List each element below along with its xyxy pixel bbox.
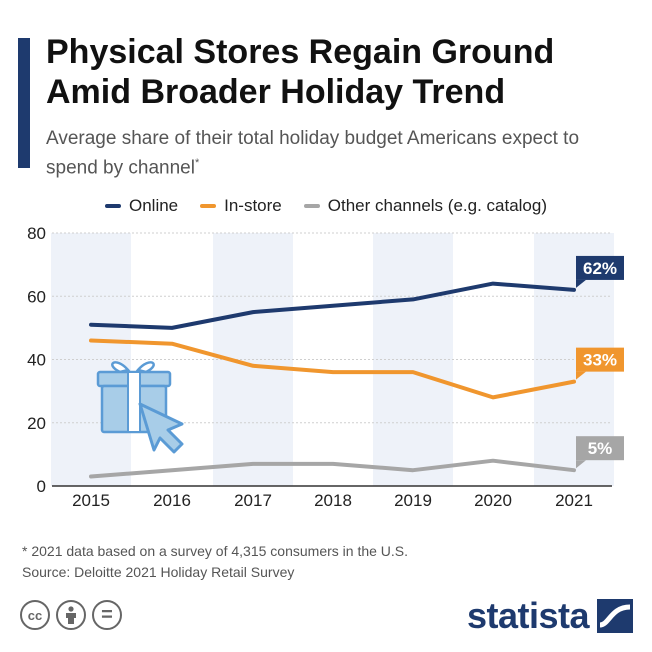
end-label-pointer <box>576 371 586 380</box>
y-tick-label: 20 <box>27 414 46 433</box>
y-tick-label: 0 <box>37 477 46 496</box>
gridlines <box>52 232 612 487</box>
series-lines <box>89 281 576 479</box>
equals-icon[interactable]: = <box>92 600 122 630</box>
legend-swatch-online <box>104 204 121 208</box>
legend-label-other: Other channels (e.g. catalog) <box>327 196 547 215</box>
end-label-text: 62% <box>583 259 617 278</box>
x-tick-label: 2015 <box>72 491 110 510</box>
series-line-online <box>89 281 576 330</box>
title-accent-bar <box>18 38 30 168</box>
series-line-other <box>89 458 576 479</box>
legend-label-in-store: In-store <box>224 196 282 215</box>
title-line-1: Physical Stores Regain Ground <box>46 33 555 71</box>
x-tick-label: 2016 <box>153 491 191 510</box>
x-axis-ticks: 2015 2016 2017 2018 2019 2020 2021 <box>72 491 593 510</box>
y-tick-label: 80 <box>27 224 46 243</box>
end-label-text: 33% <box>583 351 617 370</box>
brand-name: statista <box>467 595 590 636</box>
end-label-box <box>576 436 624 461</box>
end-label-online: 62% <box>576 255 624 288</box>
source-text: Source: Deloitte 2021 Holiday Retail Sur… <box>22 564 295 580</box>
x-tick-label: 2020 <box>474 491 512 510</box>
subtitle-asterisk: * <box>194 157 200 169</box>
legend-swatch-other <box>303 204 320 208</box>
gift-cursor-icon <box>96 361 184 454</box>
footnote-text: * 2021 data based on a survey of 4,315 c… <box>22 543 409 559</box>
chart-title: Physical Stores Regain Ground Amid Broad… <box>46 32 636 112</box>
x-tick-label: 2017 <box>234 491 272 510</box>
end-label-box <box>576 255 624 280</box>
y-tick-label: 60 <box>27 287 46 306</box>
end-label-pointer <box>576 460 586 469</box>
license-icons: cc = <box>20 600 122 630</box>
end-label-other: 5% <box>576 436 624 469</box>
chart-subtitle: Average share of their total holiday bud… <box>46 126 606 180</box>
cursor-arrow <box>138 402 184 454</box>
chart-legend: Online In-store Other channels (e.g. cat… <box>0 196 652 216</box>
legend-item-other: Other channels (e.g. catalog) <box>303 196 547 216</box>
footnote-block: * 2021 data based on a survey of 4,315 c… <box>22 541 408 583</box>
y-axis-ticks: 80 60 40 20 0 <box>27 224 46 496</box>
person-icon[interactable] <box>56 600 86 630</box>
legend-swatch-in-store <box>200 204 217 208</box>
x-tick-label: 2021 <box>555 491 593 510</box>
end-label-pointer <box>576 279 586 288</box>
legend-label-online: Online <box>128 196 179 215</box>
cc-icon[interactable]: cc <box>20 600 50 630</box>
subtitle-text: Average share of their total holiday bud… <box>46 128 580 179</box>
legend-item-online: Online <box>104 196 179 216</box>
y-tick-label: 40 <box>27 351 46 370</box>
gift-ribbon <box>127 371 141 433</box>
end-label-box <box>576 347 624 372</box>
legend-item-in-store: In-store <box>200 196 282 216</box>
end-labels: 62% 33% 5% <box>576 255 624 469</box>
gift-bow-right <box>135 361 155 374</box>
statista-mark-icon <box>597 599 634 633</box>
series-line-in-store <box>89 338 576 400</box>
statista-logo[interactable]: statista <box>467 595 634 636</box>
end-label-in-store: 33% <box>576 347 624 380</box>
person-glyph <box>66 606 76 624</box>
x-tick-label: 2018 <box>314 491 352 510</box>
x-tick-label: 2019 <box>394 491 432 510</box>
column-band <box>51 233 131 486</box>
end-label-text: 5% <box>588 439 613 458</box>
title-line-2: Amid Broader Holiday Trend <box>46 73 506 111</box>
